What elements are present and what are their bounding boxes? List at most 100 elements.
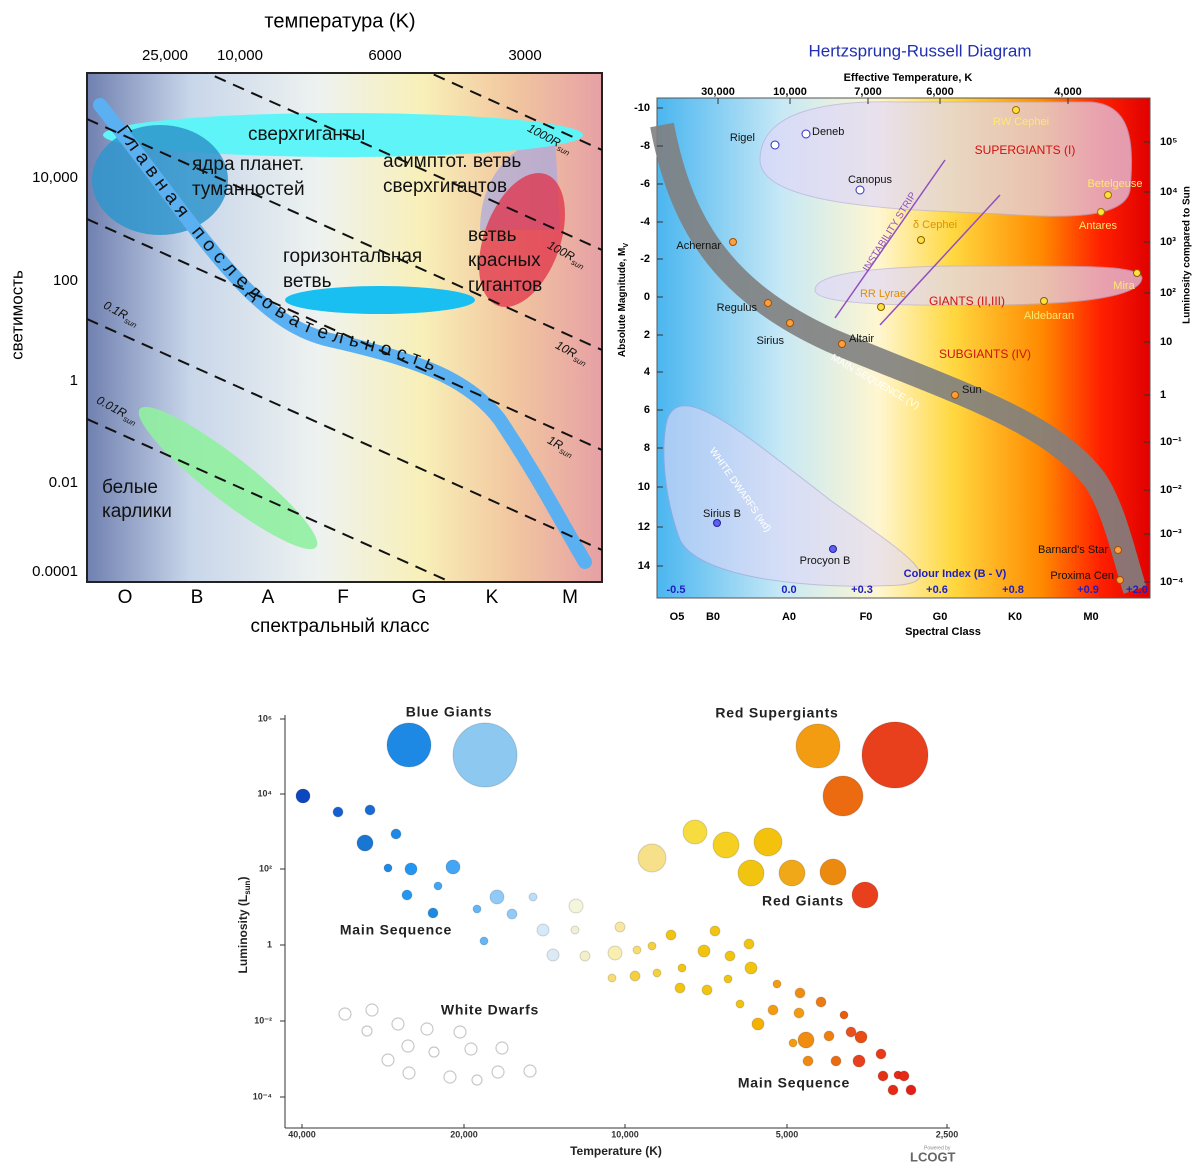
x-tick-label: B: [191, 587, 204, 608]
star-bubble: [778, 859, 806, 887]
y-tick-label: -4: [640, 216, 651, 228]
star-bubble: [877, 1070, 889, 1082]
y2-tick-label: 10³: [1160, 236, 1176, 248]
top-tick-label: 6,000: [926, 86, 954, 98]
y-tick-label: 10,000: [32, 169, 78, 186]
star-label: Sun: [962, 384, 982, 396]
y2-tick-label: 10⁵: [1160, 136, 1177, 148]
y-tick-label: 10⁴: [258, 788, 272, 798]
white-dwarf: [453, 1025, 467, 1039]
star-bubble: [536, 923, 550, 937]
x-tick-label: G0: [933, 611, 948, 623]
star-label: Altair: [849, 333, 874, 345]
y-axis-label-part: V: [623, 243, 630, 248]
star-bubble: [652, 968, 662, 978]
white-dwarf: [361, 1025, 373, 1037]
star-marker: [786, 319, 794, 327]
star-bubble: [815, 996, 827, 1008]
star-bubble: [386, 722, 432, 768]
y-tick-label: 1: [70, 372, 78, 389]
region-label: сверхгигантов: [383, 176, 507, 197]
y-axis-label-part: sun: [243, 880, 252, 894]
star-marker: [917, 236, 925, 244]
star-label: Procyon B: [800, 555, 851, 567]
white-dwarf: [495, 1041, 509, 1055]
y2-tick-label: 10⁻²: [1160, 484, 1182, 496]
star-bubble: [819, 858, 847, 886]
group-label: Red Giants: [762, 893, 844, 909]
star-bubble: [851, 881, 879, 909]
y-tick-label: 0.0001: [32, 563, 78, 580]
star-marker: [1116, 576, 1124, 584]
white-dwarf: [401, 1039, 415, 1053]
y2-tick-label: 10⁻³: [1160, 528, 1182, 540]
region-label: ветвь: [468, 225, 517, 246]
y-tick-label: 10⁻²: [254, 1015, 272, 1025]
axes: [284, 715, 950, 1129]
top-tick-label: 3000: [508, 47, 541, 64]
x-tick-label: 10,000: [611, 1129, 639, 1139]
x-axis-label: спектральный класс: [251, 616, 430, 637]
star-marker: [729, 238, 737, 246]
star-bubble: [788, 1038, 798, 1048]
star-marker: [1097, 208, 1105, 216]
star-bubble: [723, 974, 733, 984]
star-bubble: [404, 862, 418, 876]
group-label: Main Sequence: [738, 1075, 850, 1091]
star-bubble: [383, 863, 393, 873]
star-bubble: [737, 859, 765, 887]
star-bubble: [579, 950, 591, 962]
star-bubble: [677, 963, 687, 973]
regions: [650, 101, 1147, 594]
region-label: ветвь: [283, 271, 332, 292]
star-bubble: [712, 831, 740, 859]
colour-index-label: +0.6: [926, 584, 948, 596]
star-marker: [1133, 269, 1141, 277]
y-tick-label: 2: [644, 329, 650, 341]
star-bubble: [794, 987, 806, 999]
star-bubble: [295, 788, 311, 804]
radius-label-part: 1R: [545, 433, 565, 453]
white-dwarf: [428, 1046, 440, 1058]
star-bubble: [701, 984, 713, 996]
star-label: Sirius: [756, 335, 784, 347]
y-tick-label: 100: [53, 272, 78, 289]
region-label: туманностей: [192, 179, 305, 200]
y-axis-label: светимость: [7, 270, 26, 360]
star-label: Aldebaran: [1024, 310, 1074, 322]
star-marker: [829, 545, 837, 553]
region-label: красных: [468, 250, 541, 271]
x-tick-label: 20,000: [450, 1129, 478, 1139]
star-marker: [855, 185, 865, 195]
group-label: Main Sequence: [340, 922, 452, 938]
star-bubble: [797, 1031, 815, 1049]
x-tick-label: O: [118, 587, 133, 608]
top-tick-label: 25,000: [142, 47, 188, 64]
star-bubble: [629, 970, 641, 982]
x-tick-label: F: [337, 587, 349, 608]
y-tick-label: 6: [644, 404, 650, 416]
x-tick-label: A: [262, 587, 275, 608]
star-bubble: [364, 804, 376, 816]
star-bubble: [452, 722, 518, 788]
star-label: Antares: [1079, 220, 1117, 232]
star-label: Betelgeuse: [1087, 178, 1142, 190]
x-tick-label: F0: [860, 611, 873, 623]
star-marker: [764, 299, 772, 307]
region-label: белые: [102, 477, 158, 498]
y-axis-label-part: Luminosity (L: [236, 895, 250, 974]
star-bubble: [743, 938, 755, 950]
colour-index-label: +0.9: [1077, 584, 1099, 596]
star-marker: [877, 303, 885, 311]
star-bubble: [528, 892, 538, 902]
x-tick-label: O5: [670, 611, 685, 623]
star-bubble: [433, 881, 443, 891]
star-bubble: [795, 723, 841, 769]
region-label: сверхгиганты: [248, 124, 365, 145]
group-label: White Dwarfs: [441, 1002, 539, 1018]
star-label: RW Cephei: [993, 116, 1049, 128]
x-tick-label: M0: [1083, 611, 1098, 623]
white-dwarf: [471, 1074, 483, 1086]
white-dwarf: [464, 1042, 478, 1056]
star-bubble: [823, 1030, 835, 1042]
